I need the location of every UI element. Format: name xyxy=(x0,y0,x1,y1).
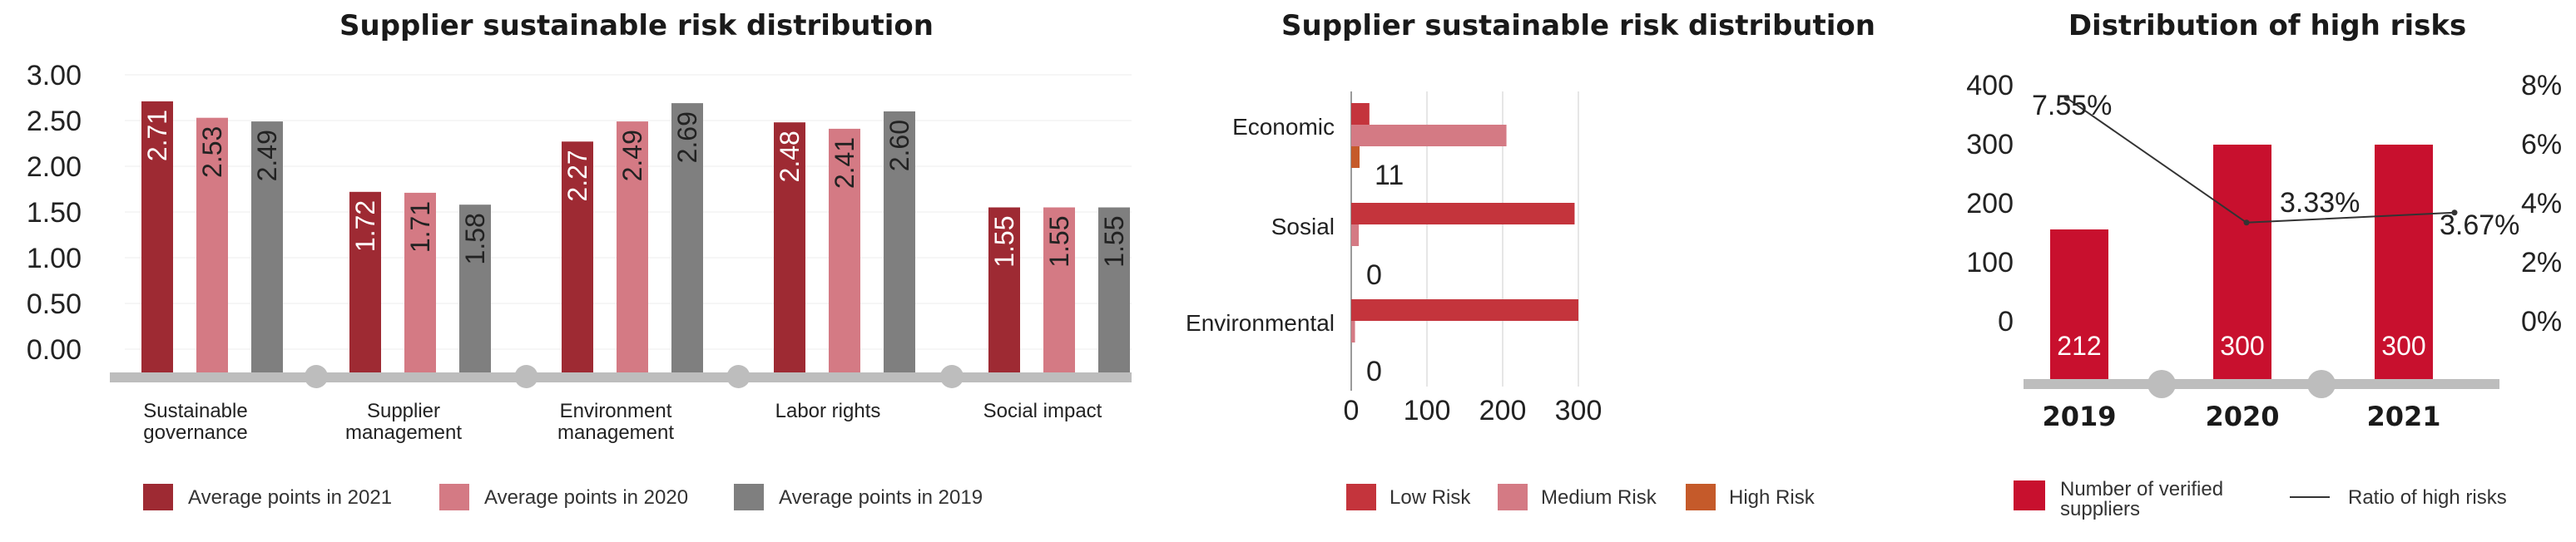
chart1-value-label: 2.60 xyxy=(884,120,914,171)
chart1-value-label: 2.48 xyxy=(775,131,805,182)
chart2-x-tick: 200 xyxy=(1479,395,1527,426)
chart2-x-tick: 100 xyxy=(1404,395,1451,426)
chart2-value-label: 11 xyxy=(1375,160,1404,191)
chart2-bar xyxy=(1351,103,1370,125)
chart1-y-tick: 1.50 xyxy=(27,197,82,229)
chart3-legend-label: Ratio of high risks xyxy=(2348,486,2507,509)
chart1-category-label: Social impact xyxy=(983,400,1102,422)
charts-canvas: Supplier sustainable risk distribution 3.… xyxy=(0,0,2576,542)
chart1-legend-swatch xyxy=(734,484,764,510)
chart2-bar xyxy=(1351,146,1360,168)
chart2-category-label: Economic xyxy=(1232,114,1335,140)
chart1-value-label: 1.58 xyxy=(460,213,490,264)
chart3-ratio-label: 3.33% xyxy=(2280,187,2360,219)
chart3-category-label: 2020 xyxy=(2205,401,2279,432)
chart1-separator-dot xyxy=(515,365,538,388)
chart2-value-label: 0 xyxy=(1366,356,1382,387)
chart3-bar-value-label: 212 xyxy=(2057,331,2101,361)
chart3-bar-value-label: 300 xyxy=(2381,331,2425,361)
chart2-bar xyxy=(1351,299,1578,321)
chart2-title: Supplier sustainable risk distribution xyxy=(1281,9,1875,42)
chart1-y-tick: 0.50 xyxy=(27,288,82,320)
chart2-legend-label: Medium Risk xyxy=(1541,486,1657,509)
chart1-value-label: 1.72 xyxy=(350,200,380,252)
chart3-y-right-tick: 4% xyxy=(2521,188,2562,219)
chart1-separator-dot xyxy=(305,365,328,388)
chart2-value-label: 0 xyxy=(1366,259,1382,291)
chart3-separator-dot xyxy=(2307,370,2336,398)
chart2-category-label: Environmental xyxy=(1186,310,1335,336)
chart1-y-tick: 0.00 xyxy=(27,334,82,366)
chart1-title: Supplier sustainable risk distribution xyxy=(339,9,934,42)
chart2-legend-label: High Risk xyxy=(1729,486,1816,509)
chart2-bar xyxy=(1351,203,1574,224)
chart3-legend-swatch xyxy=(2014,480,2045,510)
chart3-ratio-point xyxy=(2244,219,2250,225)
chart3-ratio-label: 3.67% xyxy=(2440,209,2519,241)
chart1-category-label: management xyxy=(557,421,674,444)
chart1-value-label: 2.41 xyxy=(830,137,859,189)
chart3-y-right-tick: 0% xyxy=(2521,306,2562,338)
chart1-y-tick: 1.00 xyxy=(27,243,82,274)
chart2-legend-swatch xyxy=(1498,484,1528,510)
chart3-title: Distribution of high risks xyxy=(2068,9,2466,42)
chart3-axis-bar xyxy=(2024,379,2499,389)
chart1-category-label: governance xyxy=(143,421,247,444)
chart3-y-right-tick: 8% xyxy=(2521,70,2562,101)
chart1-legend-label: Average points in 2019 xyxy=(779,486,983,509)
chart1-value-label: 2.53 xyxy=(197,126,227,178)
chart3-legend-label: suppliers xyxy=(2060,498,2140,520)
chart3-bar-value-label: 300 xyxy=(2220,331,2264,361)
chart1-legend-swatch xyxy=(143,484,173,510)
chart1-separator-dot xyxy=(727,365,751,388)
chart2-category-label: Sosial xyxy=(1271,214,1335,239)
chart1-value-label: 2.49 xyxy=(617,130,647,181)
chart3-category-label: 2021 xyxy=(2366,401,2440,432)
chart3-y-left-tick: 200 xyxy=(1966,188,2014,219)
chart1-category-label: Labor rights xyxy=(775,400,881,422)
chart1-value-label: 1.71 xyxy=(405,201,435,253)
chart1-value-label: 1.55 xyxy=(1044,216,1074,268)
chart3-ratio-label: 7.55% xyxy=(2032,90,2112,121)
chart1-value-label: 2.49 xyxy=(252,130,282,181)
chart2-bar xyxy=(1351,224,1359,246)
chart1-category-label: Environment xyxy=(560,400,672,422)
chart3-legend-label: Number of verified xyxy=(2060,478,2223,500)
chart1-value-label: 2.71 xyxy=(142,110,172,161)
chart2-legend-label: Low Risk xyxy=(1390,486,1471,509)
chart1-y-tick: 2.00 xyxy=(27,151,82,183)
chart1-value-label: 2.27 xyxy=(562,150,592,201)
chart1-legend-label: Average points in 2020 xyxy=(484,486,688,509)
chart3-y-right-tick: 6% xyxy=(2521,129,2562,160)
chart1-value-label: 1.55 xyxy=(989,216,1019,268)
chart3-y-left-tick: 0 xyxy=(1998,306,2014,338)
chart3-y-left-tick: 100 xyxy=(1966,247,2014,278)
chart2-x-tick: 0 xyxy=(1344,395,1360,426)
chart3-y-left-tick: 300 xyxy=(1966,129,2014,160)
chart1-y-tick: 2.50 xyxy=(27,106,82,137)
chart2-bar xyxy=(1351,321,1355,342)
chart1-category-label: Sustainable xyxy=(143,400,247,422)
chart2-legend-swatch xyxy=(1346,484,1376,510)
chart3-separator-dot xyxy=(2147,370,2176,398)
chart1-legend-swatch xyxy=(439,484,469,510)
chart1-axis-bar xyxy=(110,372,1132,382)
chart1-separator-dot xyxy=(940,365,964,388)
chart1-value-label: 2.69 xyxy=(672,111,702,163)
chart1-legend-label: Average points in 2021 xyxy=(188,486,392,509)
chart3-y-left-tick: 400 xyxy=(1966,70,2014,101)
chart2-legend-swatch xyxy=(1686,484,1716,510)
chart1-value-label: 1.55 xyxy=(1099,216,1129,268)
chart3-category-label: 2019 xyxy=(2042,401,2116,432)
chart2-bar xyxy=(1351,125,1507,146)
chart1-category-label: management xyxy=(345,421,462,444)
chart3-y-right-tick: 2% xyxy=(2521,247,2562,278)
chart1-category-label: Supplier xyxy=(367,400,440,422)
chart1-y-tick: 3.00 xyxy=(27,60,82,91)
chart2-x-tick: 300 xyxy=(1555,395,1603,426)
